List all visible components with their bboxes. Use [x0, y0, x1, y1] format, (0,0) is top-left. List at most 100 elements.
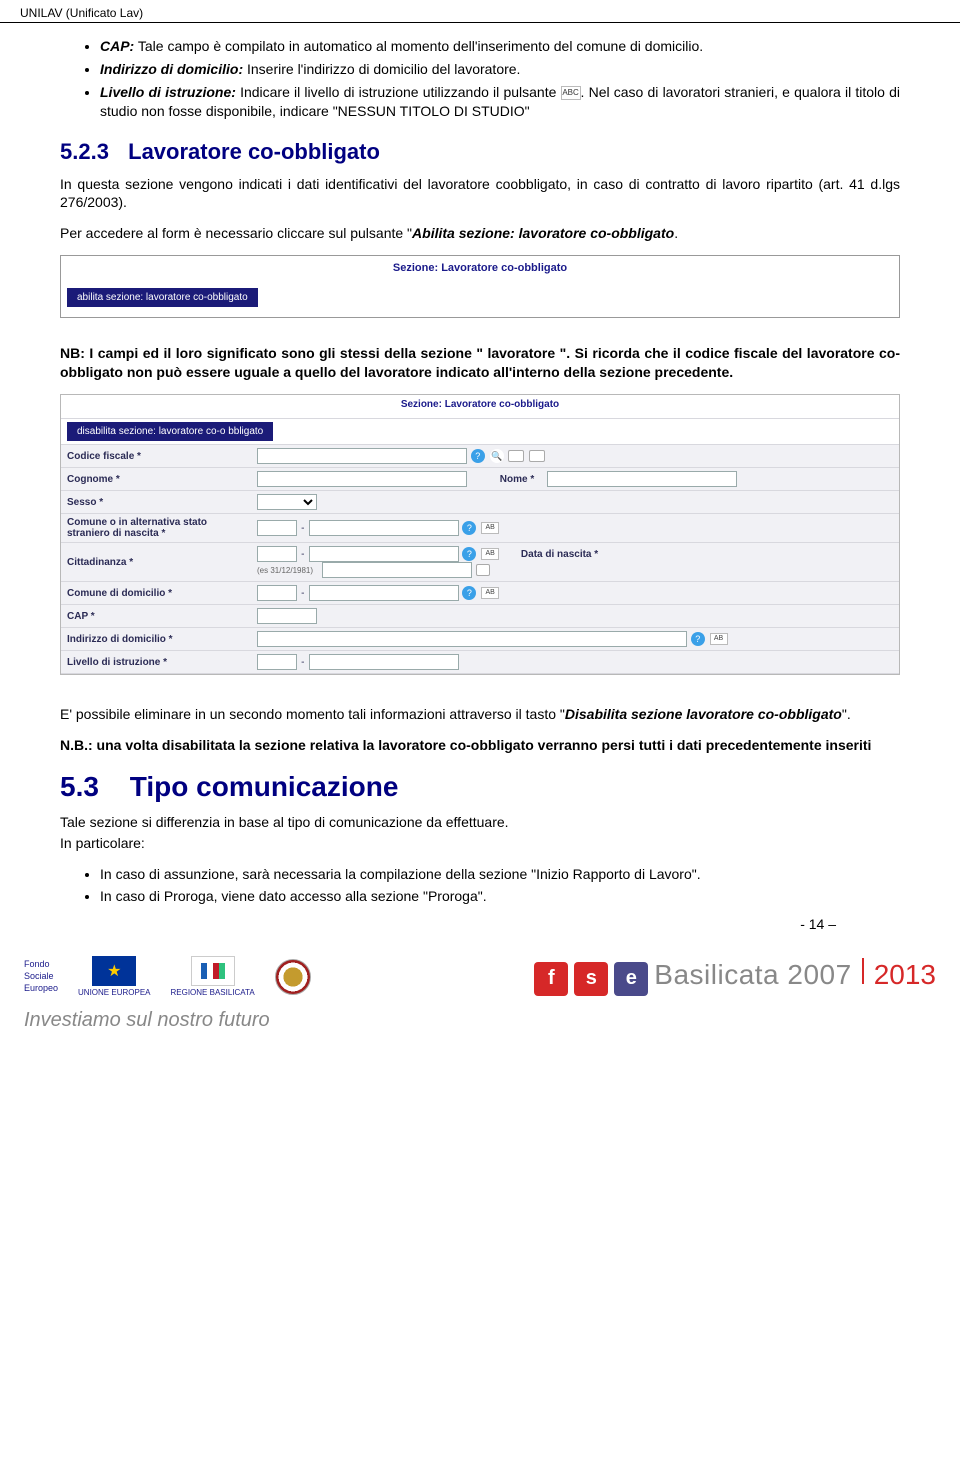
sec53-bullet-1: In caso di assunzione, sarà necessaria l…	[100, 865, 900, 884]
input-cf[interactable]	[257, 448, 467, 464]
bullet-livello: Livello di istruzione: Indicare il livel…	[100, 83, 900, 121]
abc-icon-5[interactable]: AB	[710, 633, 728, 645]
row-cap: CAP *	[61, 605, 899, 628]
help-icon-4[interactable]: ?	[462, 586, 476, 600]
dash-1: -	[300, 523, 306, 534]
search-icon[interactable]: 🔍	[490, 449, 504, 463]
logo-basilicata: REGIONE BASILICATA	[171, 956, 255, 997]
screenshot-abilita-row: abilita sezione: lavoratore co-obbligato	[61, 284, 899, 317]
heading-53-num: 5.3	[60, 771, 122, 803]
footer-fondo: Fondo	[24, 959, 58, 971]
calendar-icon[interactable]	[476, 564, 490, 576]
abc-icon-3[interactable]: AB	[481, 548, 499, 560]
input-nome[interactable]	[547, 471, 737, 487]
label-cognome: Cognome *	[61, 468, 251, 491]
sec53-bullets: In caso di assunzione, sarà necessaria l…	[60, 865, 900, 907]
sec53-p2: In particolare:	[60, 834, 900, 853]
label-comune-dom: Comune di domicilio *	[61, 582, 251, 605]
post-form-p1-after: ".	[842, 706, 851, 722]
input-comune-dom[interactable]	[309, 585, 459, 601]
input-cap[interactable]	[257, 608, 317, 624]
dash-4: -	[300, 657, 306, 668]
fse-s-icon: s	[574, 962, 608, 996]
bullet-indirizzo-label: Indirizzo di domicilio:	[100, 61, 243, 77]
basilicata-flag-icon	[191, 956, 235, 986]
help-icon-2[interactable]: ?	[462, 521, 476, 535]
heading-53: 5.3 Tipo comunicazione	[60, 771, 900, 803]
heading-523: 5.2.3 Lavoratore co-obbligato	[60, 139, 900, 165]
input-indirizzo-dom[interactable]	[257, 631, 687, 647]
row-comune-nascita: Comune o in alternativa stato straniero …	[61, 514, 899, 543]
label-nome: Nome *	[470, 474, 534, 485]
card2-icon[interactable]	[529, 450, 545, 462]
input-livello[interactable]	[309, 654, 459, 670]
input-comune-nascita-code[interactable]	[257, 520, 297, 536]
label-cap: CAP *	[61, 605, 251, 628]
fse-text: Basilicata 2007	[654, 959, 851, 991]
help-icon-3[interactable]: ?	[462, 547, 476, 561]
input-comune-dom-code[interactable]	[257, 585, 297, 601]
row-cf: Codice fiscale * ? 🔍	[61, 445, 899, 468]
bullet-cap: CAP: Tale campo è compilato in automatic…	[100, 37, 900, 56]
cell-indirizzo-dom: ? AB	[251, 628, 899, 651]
label-cittadinanza: Cittadinanza *	[61, 543, 251, 582]
bullet-indirizzo: Indirizzo di domicilio: Inserire l'indir…	[100, 60, 900, 79]
sec523-p2-bi: Abilita sezione: lavoratore co-obbligato	[412, 225, 674, 241]
dash-3: -	[300, 588, 306, 599]
bullet-livello-label: Livello di istruzione:	[100, 84, 236, 100]
cell-cf: ? 🔍	[251, 445, 899, 468]
abc-icon-4[interactable]: AB	[481, 587, 499, 599]
fse-e-icon: e	[614, 962, 648, 996]
row-sesso: Sesso *	[61, 491, 899, 514]
sec53-p1: Tale sezione si differenzia in base al t…	[60, 813, 900, 832]
disabilita-button[interactable]: disabilita sezione: lavoratore co-o bbli…	[67, 422, 273, 441]
cell-comune-nascita: - ? AB	[251, 514, 899, 543]
input-citt[interactable]	[309, 546, 459, 562]
bullet-livello-text-before: Indicare il livello di istruzione utiliz…	[236, 84, 561, 100]
help-icon-5[interactable]: ?	[691, 632, 705, 646]
footer-sociale: Sociale	[24, 971, 58, 983]
heading-523-num: 5.2.3	[60, 139, 122, 165]
italy-emblem-icon	[275, 959, 311, 995]
eu-flag-icon: ★	[92, 956, 136, 986]
cell-cittadinanza: - ? AB Data di nascita * (es 31/12/1981)	[251, 543, 899, 582]
invest-line: Investiamo sul nostro futuro	[0, 1007, 960, 1042]
screenshot-abilita: Sezione: Lavoratore co-obbligato abilita…	[60, 255, 900, 318]
input-data-nascita[interactable]	[322, 562, 472, 578]
screenshot-abilita-title: Sezione: Lavoratore co-obbligato	[61, 256, 899, 284]
bullet-cap-label: CAP:	[100, 38, 134, 54]
row-comune-dom: Comune di domicilio * - ? AB	[61, 582, 899, 605]
abc-icon-2[interactable]: AB	[481, 522, 499, 534]
cell-cap	[251, 605, 899, 628]
page-number: - 14 –	[60, 916, 900, 940]
abilita-button[interactable]: abilita sezione: lavoratore co-obbligato	[67, 288, 258, 307]
screenshot-form-title: Sezione: Lavoratore co-obbligato	[61, 395, 899, 419]
footer-fondo-text: Fondo Sociale Europeo	[24, 959, 58, 994]
logo-emblem	[275, 959, 311, 995]
input-livello-code[interactable]	[257, 654, 297, 670]
heading-53-title: Tipo comunicazione	[130, 771, 399, 802]
fse-block: f s e Basilicata 2007 2013	[534, 958, 936, 996]
nb1: NB: I campi ed il loro significato sono …	[60, 344, 900, 382]
heading-523-title: Lavoratore co-obbligato	[128, 139, 380, 164]
input-comune-nascita[interactable]	[309, 520, 459, 536]
screenshot-form: Sezione: Lavoratore co-obbligato disabil…	[60, 394, 900, 675]
logo-eu: ★ UNIONE EUROPEA	[78, 956, 150, 997]
doc-header: UNILAV (Unificato Lav)	[0, 0, 960, 23]
post-form-p2: N.B.: una volta disabilitata la sezione …	[60, 736, 900, 755]
input-cognome[interactable]	[257, 471, 467, 487]
sec53-bullet-2: In caso di Proroga, viene dato accesso a…	[100, 887, 900, 906]
help-icon[interactable]: ?	[471, 449, 485, 463]
label-sesso: Sesso *	[61, 491, 251, 514]
logo-basilicata-label: REGIONE BASILICATA	[171, 988, 255, 997]
cell-sesso	[251, 491, 899, 514]
row-livello: Livello di istruzione * -	[61, 651, 899, 674]
label-comune-nascita: Comune o in alternativa stato straniero …	[61, 514, 251, 543]
input-citt-code[interactable]	[257, 546, 297, 562]
post-form-p1: E' possibile eliminare in un secondo mom…	[60, 705, 900, 724]
sec523-p1: In questa sezione vengono indicati i dat…	[60, 175, 900, 213]
card-icon[interactable]	[508, 450, 524, 462]
screenshot-form-navyrow: disabilita sezione: lavoratore co-o bbli…	[61, 419, 899, 445]
select-sesso[interactable]	[257, 494, 317, 510]
fse-f-icon: f	[534, 962, 568, 996]
